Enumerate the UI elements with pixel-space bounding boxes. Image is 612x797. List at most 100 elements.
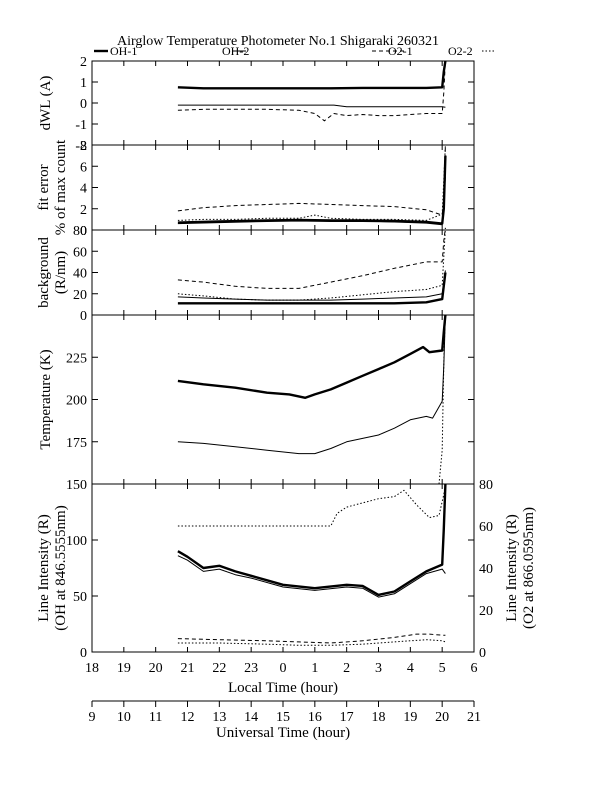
series-oh-2-line xyxy=(177,314,446,455)
x-local-tick-label: 3 xyxy=(375,661,382,676)
series-o2-1-line xyxy=(177,60,446,122)
x-ut-tick-label: 9 xyxy=(89,710,96,725)
x-ut-tick-label: 20 xyxy=(435,710,449,725)
legend-label-oh-2: OH-2 xyxy=(222,44,249,58)
y2-tick-label: 0 xyxy=(479,646,486,661)
y-tick-label: 225 xyxy=(66,351,87,366)
series-oh-1-line xyxy=(177,483,447,597)
y-tick-label: 0 xyxy=(80,646,87,661)
y-axis-label: dWL (A) xyxy=(38,76,54,131)
x-local-tick-label: 23 xyxy=(244,661,258,676)
y-axis-label: fit error xyxy=(36,164,52,210)
x-ut-tick-label: 15 xyxy=(276,710,290,725)
x-ut-tick-label: 13 xyxy=(212,710,226,725)
y-tick-label: 4 xyxy=(80,182,87,197)
series-o2-2-line xyxy=(177,639,446,646)
series-oh-1-line xyxy=(177,314,447,399)
x-ut-tick-label: 10 xyxy=(117,710,131,725)
series-o2-1-line xyxy=(438,314,446,484)
x-ut-tick-label: 14 xyxy=(244,710,258,725)
series-o2-1-line xyxy=(177,144,446,216)
y-tick-label: 1 xyxy=(80,76,87,91)
y-axis-label: background xyxy=(36,237,52,308)
x-ut-tick-label: 21 xyxy=(467,710,481,725)
y-tick-label: -2 xyxy=(75,139,87,154)
x-local-axis-label: Local Time (hour) xyxy=(228,680,338,696)
panel-fit: 8 6 4 2 0 fit error% of max count xyxy=(36,139,475,239)
y-axis-label: Line Intensity (R) xyxy=(36,514,52,621)
chart-title: Airglow Temperature Photometer No.1 Shig… xyxy=(117,34,439,49)
y-tick-label: 150 xyxy=(66,478,87,493)
legend-label-o2-1: O2-1 xyxy=(388,44,413,58)
x-local-tick-label: 5 xyxy=(439,661,446,676)
y-tick-label: 0 xyxy=(80,224,87,239)
y-tick-label: 40 xyxy=(73,267,87,282)
x-ut-tick-label: 19 xyxy=(403,710,417,725)
panel-bg: 80 60 40 20 0 background (R/nm) xyxy=(36,224,475,324)
x-ut-tick-label: 18 xyxy=(372,710,386,725)
y2-tick-label: 60 xyxy=(479,520,493,535)
y-tick-label: 2 xyxy=(80,203,87,218)
y-tick-label: 80 xyxy=(73,224,87,239)
x-local-tick-label: 21 xyxy=(181,661,195,676)
x-local-tick-label: 18 xyxy=(85,661,99,676)
panel-frame xyxy=(91,144,475,231)
series-oh-1-line xyxy=(177,60,447,90)
x-local-tick-label: 20 xyxy=(149,661,163,676)
y2-axis-label: (O2 at 866.0595nm) xyxy=(521,507,537,629)
series-oh-2-line xyxy=(177,176,446,226)
y-tick-label: 0 xyxy=(80,97,87,112)
x-ut-tick-label: 17 xyxy=(340,710,354,725)
x-local-tick-label: 4 xyxy=(407,661,414,676)
y-tick-label: 2 xyxy=(80,55,87,70)
y2-tick-label: 40 xyxy=(479,562,493,577)
y-axis-label: Temperature (K) xyxy=(38,349,54,449)
panel-dwl: 2 1 0 -1 -2 dWL (A) xyxy=(38,55,475,154)
y2-axis-label: Line Intensity (R) xyxy=(504,514,520,621)
y-tick-label: 100 xyxy=(66,534,87,549)
series-oh-1-line xyxy=(177,155,447,225)
series-oh-2-line xyxy=(177,104,446,108)
y-tick-label: 20 xyxy=(73,288,87,303)
legend: OH-1 OH-2 O2-1 O2-2 xyxy=(94,44,496,58)
y-axis-label: % of max count xyxy=(53,139,69,235)
y-tick-label: 60 xyxy=(73,245,87,260)
y-tick-label: 175 xyxy=(66,436,87,451)
series-oh-2-line xyxy=(177,270,446,301)
x-local-tick-label: 6 xyxy=(471,661,478,676)
x-local-tick-label: 2 xyxy=(343,661,350,676)
x-local-tick-label: 22 xyxy=(212,661,226,676)
series-o2-1-line xyxy=(177,227,446,289)
y2-tick-label: 20 xyxy=(479,604,493,619)
y2-tick-label: 80 xyxy=(479,478,493,493)
y-tick-label: 50 xyxy=(73,590,87,605)
y-axis-label: (R/nm) xyxy=(53,251,69,294)
series-o2-2-line xyxy=(177,483,446,527)
x-local-tick-label: 19 xyxy=(117,661,131,676)
panel-frame xyxy=(91,314,475,485)
series-o2-2-line xyxy=(177,144,446,221)
y-tick-label: 200 xyxy=(66,394,87,409)
x-ut-axis-label: Universal Time (hour) xyxy=(216,725,350,741)
legend-label-oh-1: OH-1 xyxy=(110,44,137,58)
panel-frame xyxy=(91,60,475,146)
y-tick-label: 0 xyxy=(80,309,87,324)
x-local-tick-label: 1 xyxy=(311,661,318,676)
x-ut-tick-label: 12 xyxy=(181,710,195,725)
series-oh-2-line xyxy=(177,555,446,598)
y-tick-label: -1 xyxy=(75,118,87,133)
x-local-tick-label: 0 xyxy=(280,661,287,676)
y-axis-label: (OH at 846.5555nm) xyxy=(53,505,69,630)
y-tick-label: 6 xyxy=(80,160,87,175)
x-ut-tick-label: 16 xyxy=(308,710,322,725)
legend-label-o2-2: O2-2 xyxy=(448,44,473,58)
x-ut-tick-label: 11 xyxy=(149,710,162,725)
series-o2-1-line xyxy=(177,633,446,644)
y-tick-label: 8 xyxy=(80,139,87,154)
series-o2-2-line xyxy=(177,227,446,301)
